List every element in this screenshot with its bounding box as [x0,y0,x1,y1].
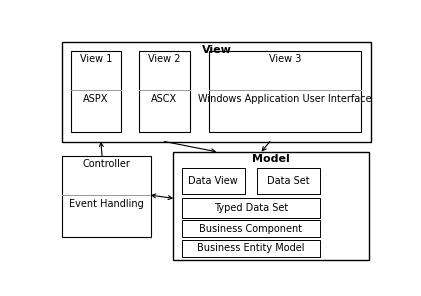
FancyBboxPatch shape [71,52,121,132]
FancyBboxPatch shape [139,52,190,132]
Text: View 3: View 3 [269,54,301,64]
Text: Typed Data Set: Typed Data Set [214,203,288,213]
Text: Windows Application User Interface: Windows Application User Interface [198,94,372,104]
FancyBboxPatch shape [181,239,320,257]
Text: ASCX: ASCX [151,94,177,104]
Text: View 2: View 2 [148,54,181,64]
Text: Model: Model [252,154,290,164]
FancyBboxPatch shape [62,156,151,237]
Text: View: View [202,45,232,55]
Text: Event Handling: Event Handling [69,199,144,209]
Text: Data Set: Data Set [267,176,310,186]
FancyBboxPatch shape [181,199,320,218]
Text: ASPX: ASPX [83,94,109,104]
Text: Data View: Data View [189,176,238,186]
FancyBboxPatch shape [173,152,369,260]
Text: Business Component: Business Component [199,224,302,234]
Text: Business Entity Model: Business Entity Model [197,243,304,253]
FancyBboxPatch shape [181,168,245,194]
Text: View 1: View 1 [80,54,112,64]
Text: Controller: Controller [83,159,131,169]
FancyBboxPatch shape [209,52,361,132]
FancyBboxPatch shape [62,42,371,141]
FancyBboxPatch shape [181,220,320,237]
FancyBboxPatch shape [256,168,320,194]
